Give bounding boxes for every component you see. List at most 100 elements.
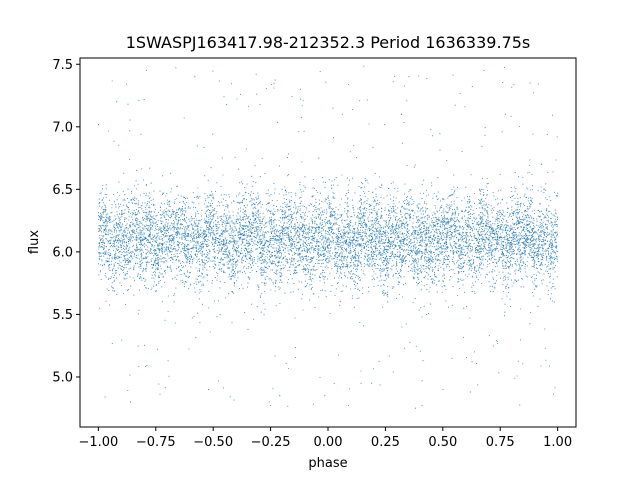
data-point — [183, 217, 186, 220]
data-point — [380, 240, 382, 243]
data-point — [323, 221, 325, 223]
data-point — [191, 225, 193, 227]
data-point — [438, 217, 440, 219]
data-point — [186, 226, 188, 228]
data-point — [161, 248, 163, 250]
data-point — [138, 309, 140, 311]
data-point — [195, 224, 197, 226]
data-point — [430, 255, 432, 257]
data-point — [145, 270, 147, 272]
data-point — [354, 250, 356, 252]
data-point — [508, 227, 510, 229]
data-point — [247, 276, 249, 278]
data-point — [176, 232, 178, 234]
data-point — [213, 198, 215, 200]
data-point — [272, 283, 274, 285]
data-point — [133, 229, 135, 232]
data-point — [473, 226, 475, 228]
data-point — [456, 294, 458, 296]
data-point — [398, 256, 400, 258]
data-point — [317, 244, 319, 246]
data-point — [530, 247, 532, 249]
data-point — [346, 205, 348, 207]
data-point — [105, 224, 107, 226]
data-point — [222, 198, 224, 200]
data-point — [190, 283, 192, 285]
data-point — [481, 230, 483, 232]
data-point — [446, 255, 448, 257]
data-point — [310, 217, 312, 219]
data-point — [417, 282, 419, 285]
data-point — [494, 259, 496, 261]
data-point — [230, 217, 232, 219]
data-point — [393, 286, 395, 288]
data-point — [349, 220, 351, 223]
data-point — [273, 192, 276, 194]
data-point — [315, 211, 318, 213]
data-point — [162, 211, 164, 213]
data-point — [264, 284, 266, 286]
data-point — [231, 230, 233, 232]
data-point — [180, 262, 182, 264]
data-point — [321, 222, 323, 224]
data-point — [521, 259, 523, 261]
data-point — [250, 204, 253, 206]
data-point — [420, 222, 422, 224]
data-point — [163, 261, 165, 263]
data-point — [487, 183, 489, 185]
data-point — [149, 196, 151, 198]
data-point — [328, 228, 330, 230]
data-point — [310, 242, 312, 244]
data-point — [115, 225, 117, 227]
data-point — [237, 202, 239, 204]
data-point — [502, 247, 504, 249]
data-point — [496, 247, 499, 250]
data-point — [239, 218, 241, 220]
data-point — [178, 245, 180, 247]
data-point — [193, 202, 195, 204]
data-point — [102, 197, 105, 199]
data-point — [523, 286, 525, 288]
data-point — [360, 203, 363, 205]
data-point — [466, 222, 468, 224]
data-point — [279, 217, 281, 219]
data-point — [418, 273, 420, 275]
data-point — [118, 181, 120, 183]
data-point — [459, 258, 462, 260]
data-point — [163, 216, 165, 218]
data-point — [351, 276, 353, 278]
data-point — [222, 264, 224, 266]
data-point — [215, 264, 217, 267]
data-point — [547, 171, 549, 173]
data-point — [419, 227, 421, 230]
data-point — [158, 238, 160, 240]
data-point — [293, 253, 296, 255]
data-point — [105, 188, 107, 190]
data-point — [124, 217, 126, 219]
data-point — [420, 258, 422, 260]
data-point — [215, 264, 217, 266]
data-point — [348, 179, 351, 181]
data-point — [346, 257, 348, 259]
data-point — [378, 236, 380, 238]
data-point — [440, 215, 443, 217]
data-point — [153, 252, 156, 254]
data-point — [351, 255, 353, 257]
data-point — [180, 270, 182, 272]
data-point — [445, 236, 448, 238]
data-point — [210, 167, 212, 169]
data-point — [359, 243, 361, 245]
data-point — [344, 233, 346, 235]
data-point — [398, 293, 400, 296]
data-point — [341, 235, 343, 237]
data-point — [438, 255, 440, 257]
data-point — [338, 253, 340, 255]
data-point — [545, 183, 547, 185]
data-point — [229, 226, 231, 228]
data-point — [424, 227, 426, 229]
data-point — [166, 199, 168, 201]
data-point — [547, 234, 549, 236]
data-point — [400, 241, 402, 243]
data-point — [128, 258, 130, 260]
data-point — [462, 228, 464, 230]
